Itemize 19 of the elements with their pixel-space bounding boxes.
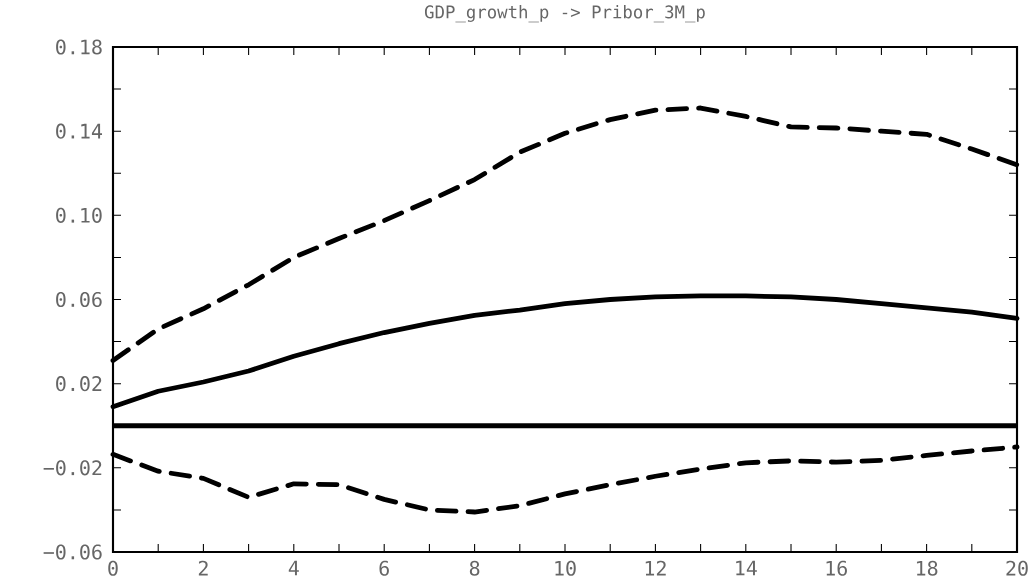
y-tick-label: 0.14 [56, 123, 103, 139]
y-tick-label: 0.18 [56, 39, 102, 55]
x-tick-label: 6 [379, 560, 389, 576]
y-tick-label: 0.06 [56, 291, 102, 308]
x-tick-label: 20 [1006, 560, 1028, 576]
x-tick-label: 14 [736, 560, 757, 576]
y-tick-label: 0.02 [56, 376, 102, 392]
y-tick-label: −0.02 [43, 460, 102, 476]
y-tick-label: −0.06 [43, 544, 102, 560]
x-tick-label: 0 [108, 560, 118, 576]
x-tick-label: 2 [198, 560, 208, 576]
x-tick-label: 8 [469, 560, 480, 576]
x-tick-label: 10 [555, 560, 576, 576]
x-tick-label: 12 [645, 560, 666, 576]
chart-title: GDP_growth_p -> Pribor_3M_p [424, 5, 705, 23]
x-tick-label: 16 [826, 560, 847, 576]
x-tick-label: 18 [916, 560, 938, 576]
x-tick-label: 4 [288, 560, 299, 576]
y-tick-label: 0.10 [56, 207, 102, 223]
